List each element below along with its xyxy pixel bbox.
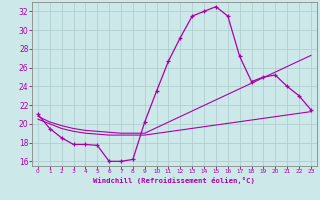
X-axis label: Windchill (Refroidissement éolien,°C): Windchill (Refroidissement éolien,°C) [93,177,255,184]
